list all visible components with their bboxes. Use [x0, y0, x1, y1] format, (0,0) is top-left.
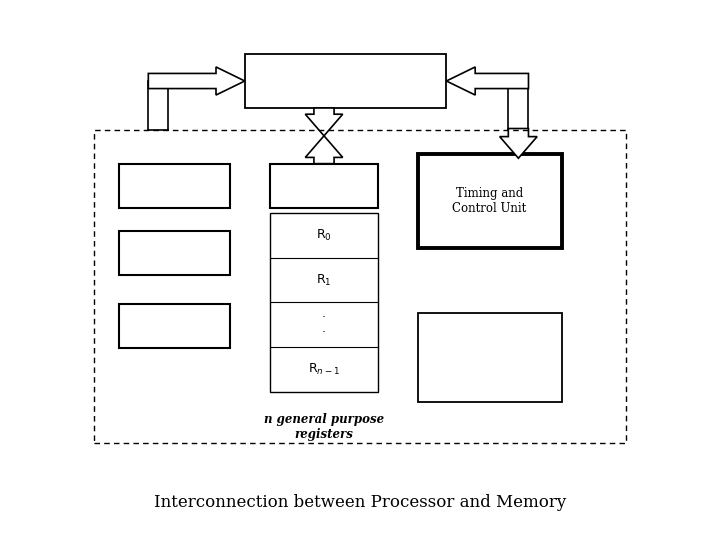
Bar	[119, 304, 230, 348]
Bar	[119, 164, 230, 208]
Text: PC: PC	[166, 247, 184, 260]
Text: Interconnection between Processor and Memory: Interconnection between Processor and Me…	[154, 494, 566, 511]
Text: IR: IR	[167, 320, 182, 333]
Bar	[418, 154, 562, 248]
Polygon shape	[305, 136, 343, 164]
Text: R$_{n-1}$: R$_{n-1}$	[308, 362, 340, 377]
Bar	[119, 231, 230, 275]
Text: R$_1$: R$_1$	[316, 273, 332, 288]
Bar	[270, 213, 378, 392]
Text: R$_0$: R$_0$	[316, 228, 332, 243]
Bar	[418, 313, 562, 402]
Text: MAR: MAR	[159, 179, 190, 192]
Polygon shape	[148, 67, 245, 95]
Polygon shape	[446, 67, 528, 95]
Text: MDR: MDR	[307, 179, 341, 192]
Bar	[245, 54, 446, 108]
Text: n general purpose
registers: n general purpose registers	[264, 413, 384, 441]
Bar	[94, 130, 626, 443]
Polygon shape	[500, 129, 537, 158]
Bar	[270, 164, 378, 208]
Text: Memory: Memory	[316, 74, 375, 88]
Text: Arithmetic and
Logic Unit
(ALU): Arithmetic and Logic Unit (ALU)	[445, 336, 534, 379]
Polygon shape	[305, 108, 343, 136]
Text: Timing and
Control Unit: Timing and Control Unit	[452, 187, 527, 215]
Text: ·
·: · ·	[322, 310, 326, 339]
